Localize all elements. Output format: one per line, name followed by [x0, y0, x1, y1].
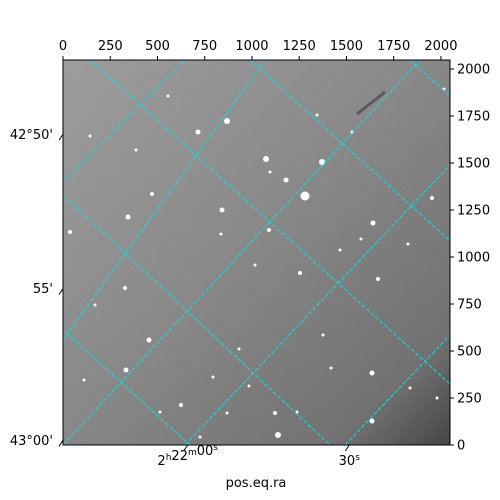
star	[430, 196, 434, 200]
ra-grid-line	[344, 334, 450, 445]
star	[247, 384, 251, 388]
star	[211, 375, 215, 379]
y-tick-label: 1250	[457, 204, 490, 219]
ra-axis-bottom: 2h22m00s 30s	[157, 443, 360, 469]
star	[370, 220, 376, 226]
ra-tick-label: 30s	[339, 453, 361, 469]
star	[263, 156, 269, 162]
star	[273, 411, 277, 415]
star	[267, 228, 271, 232]
y-tick-label: 500	[457, 345, 482, 360]
star	[369, 370, 375, 376]
dec-grid-line	[409, 60, 450, 97]
y-tick-label: 1500	[457, 157, 490, 172]
satellite-streak	[356, 90, 386, 116]
star	[195, 129, 201, 135]
star	[93, 303, 97, 307]
star	[350, 130, 354, 134]
star	[134, 148, 138, 152]
dec-tick-mark	[58, 133, 64, 141]
ra-grid-line	[63, 60, 421, 445]
y-tick-label: 0	[457, 439, 465, 454]
ra-tick-label: 2h22m00s	[157, 443, 218, 469]
star	[150, 192, 154, 196]
star	[275, 432, 281, 438]
star	[88, 134, 92, 138]
star	[315, 113, 319, 117]
x-tick-label: 1250	[283, 39, 316, 54]
dec-tick-label: 55'	[33, 282, 53, 297]
star	[359, 237, 363, 241]
x-tick-label: 1500	[330, 39, 363, 54]
stars	[68, 87, 446, 439]
y-tick-label: 750	[457, 298, 482, 313]
dec-tick-label: 43°00'	[10, 434, 53, 449]
y-tick-label: 1000	[457, 251, 490, 266]
star	[298, 271, 302, 275]
star	[408, 386, 412, 390]
star	[268, 170, 272, 174]
x-tick-label: 1750	[377, 39, 410, 54]
star	[376, 277, 380, 281]
x-axis-label: pos.eq.ra	[226, 476, 287, 491]
x-tick-label: 0	[59, 39, 67, 54]
ra-tick-mark	[183, 444, 189, 452]
star	[125, 214, 131, 220]
star	[224, 118, 230, 124]
y-tick-label: 2000	[457, 63, 490, 78]
star	[225, 411, 229, 415]
star	[406, 242, 410, 246]
x-axis-top: 0 250 500 750 1000 1250 1500 1750 2000	[59, 39, 457, 60]
star	[253, 263, 257, 267]
dec-tick-mark	[58, 288, 64, 295]
star	[369, 418, 375, 424]
star	[146, 337, 152, 343]
star	[283, 177, 289, 183]
dec-grid-line	[89, 60, 450, 385]
dec-tick-label: 42°50'	[10, 128, 53, 143]
star	[219, 207, 225, 213]
x-tick-label: 250	[98, 39, 123, 54]
coordinate-grid	[63, 60, 450, 445]
star	[166, 94, 170, 98]
y-tick-label: 250	[457, 392, 482, 407]
star	[123, 367, 129, 373]
dec-grid-line	[63, 194, 331, 445]
star	[82, 378, 86, 382]
star	[179, 403, 183, 407]
star	[338, 248, 342, 252]
dec-grid-line	[249, 60, 450, 242]
sky-image	[63, 60, 450, 445]
ra-grid-line	[184, 164, 450, 445]
x-tick-label: 500	[145, 39, 170, 54]
ra-tick-mark	[344, 444, 350, 452]
ra-grid-line	[63, 60, 266, 341]
star	[68, 230, 72, 234]
x-tick-label: 750	[192, 39, 217, 54]
dec-tick-mark	[58, 440, 64, 447]
dec-grid-line	[63, 329, 191, 445]
star	[123, 286, 127, 290]
star	[435, 396, 439, 400]
star	[300, 191, 310, 201]
star	[319, 159, 325, 165]
plot-frame	[62, 59, 451, 446]
star	[158, 410, 162, 414]
star	[329, 366, 333, 370]
dec-axis-left: 42°50' 55' 43°00'	[10, 128, 64, 449]
y-tick-label: 1750	[457, 110, 490, 125]
star	[219, 232, 223, 236]
ra-grid-line	[63, 60, 186, 183]
star	[198, 435, 202, 439]
x-tick-label: 2000	[424, 39, 457, 54]
x-tick-label: 1000	[235, 39, 268, 54]
star	[321, 333, 325, 337]
star	[237, 347, 241, 351]
y-axis-right: 0 250 500 750 1000 1250 1500 1750 2000	[450, 63, 490, 454]
